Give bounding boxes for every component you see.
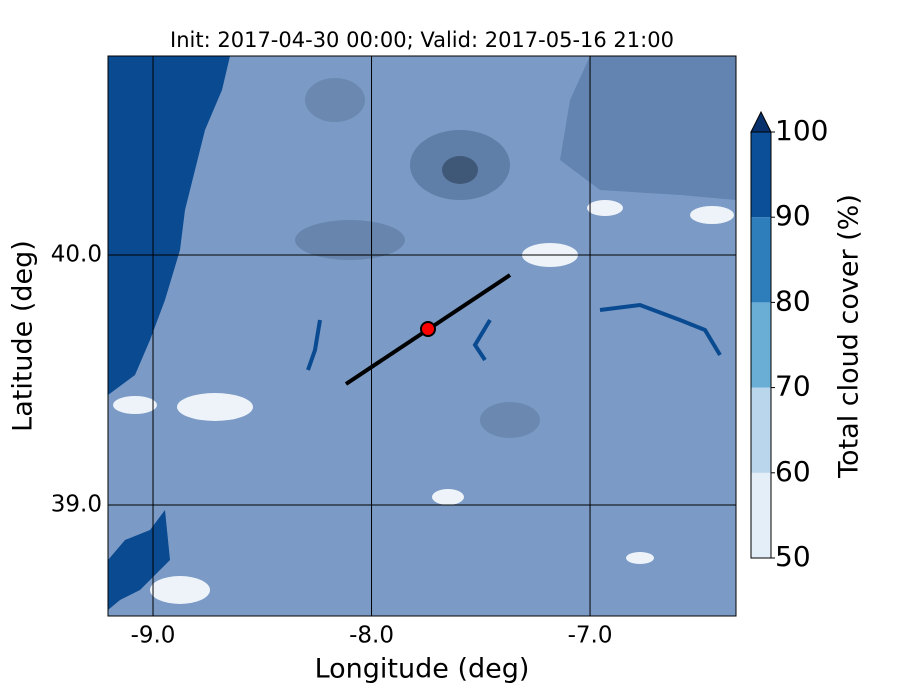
ocean-cloud xyxy=(108,56,230,395)
colorbar-segment xyxy=(751,302,771,388)
clear-patch xyxy=(150,576,210,604)
colorbar-tick-label: 100 xyxy=(775,114,828,147)
colorbar-segment xyxy=(751,472,771,558)
colorbar-segment xyxy=(751,387,771,473)
colorbar-label: Total cloud cover (%) xyxy=(834,194,865,479)
colorbar-tick-label: 50 xyxy=(775,540,811,573)
clear-patch xyxy=(113,396,157,414)
colorbar-tick-label: 80 xyxy=(775,284,811,317)
y-tick-label: 40.0 xyxy=(51,242,102,268)
colorbar-segment xyxy=(751,132,771,218)
x-axis-label: Longitude (deg) xyxy=(315,654,530,685)
clear-patch xyxy=(587,200,623,216)
clear-patch xyxy=(177,393,253,421)
colorbar-tick-label: 70 xyxy=(775,370,811,403)
river-cloud xyxy=(472,318,492,362)
map-title: Init: 2017-04-30 00:00; Valid: 2017-05-1… xyxy=(170,28,674,52)
colorbar-frame xyxy=(750,131,772,559)
x-tick-label: -8.0 xyxy=(349,623,394,649)
location-marker xyxy=(420,321,436,337)
clear-patch xyxy=(626,552,654,564)
x-tick-label: -7.0 xyxy=(568,623,613,649)
colorbar-tick-label: 90 xyxy=(775,199,811,232)
dark-region xyxy=(295,220,405,260)
x-tick-label: -9.0 xyxy=(131,623,176,649)
river-cloud xyxy=(599,302,722,357)
dark-region xyxy=(480,402,540,438)
graticule xyxy=(108,56,736,616)
ocean-cloud xyxy=(108,510,170,610)
river-cloud xyxy=(306,319,322,371)
plot-frame xyxy=(107,55,737,617)
clear-patch xyxy=(432,489,464,505)
colorbar-segment xyxy=(751,217,771,303)
dark-region xyxy=(305,78,365,122)
colorbar-tick-label: 60 xyxy=(775,455,811,488)
dark-region xyxy=(560,56,736,200)
dark-region xyxy=(442,156,478,184)
clear-patch xyxy=(690,206,734,224)
map-field xyxy=(108,56,736,616)
y-axis-label: Latitude (deg) xyxy=(8,240,39,432)
colorbar-extension xyxy=(750,110,772,133)
y-tick-label: 39.0 xyxy=(51,492,102,518)
